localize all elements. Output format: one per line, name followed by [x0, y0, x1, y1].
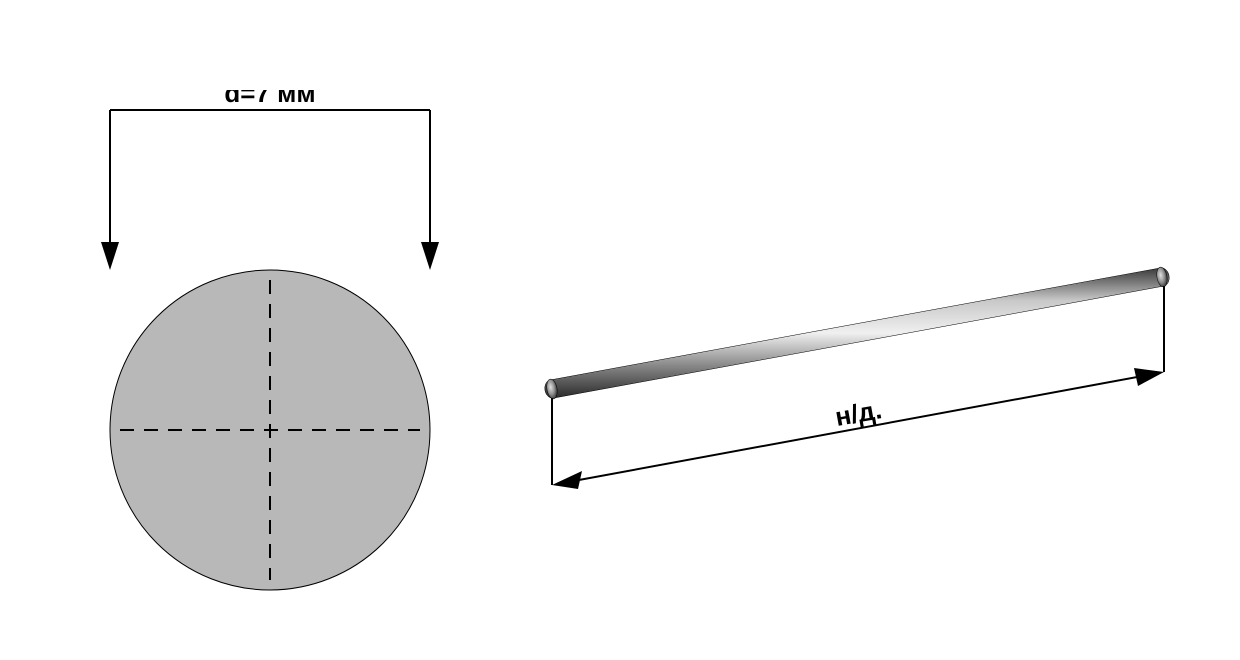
rod-svg: н/д. [520, 250, 1200, 550]
rod-isometric-view: н/д. [520, 250, 1200, 550]
arrow-left-icon [552, 471, 582, 489]
arrow-down-icon [421, 242, 439, 270]
arrow-down-icon [101, 242, 119, 270]
cross-section-view: d=7 мм [60, 90, 480, 590]
diameter-label: d=7 мм [224, 90, 315, 108]
cross-section-svg: d=7 мм [60, 90, 480, 610]
length-label: н/д. [833, 394, 884, 432]
diameter-dimension: d=7 мм [101, 90, 439, 270]
engineering-diagram: d=7 мм [0, 0, 1240, 660]
length-dimension: н/д. [552, 286, 1164, 489]
arrow-right-icon [1134, 368, 1164, 386]
rod-body [545, 266, 1169, 399]
